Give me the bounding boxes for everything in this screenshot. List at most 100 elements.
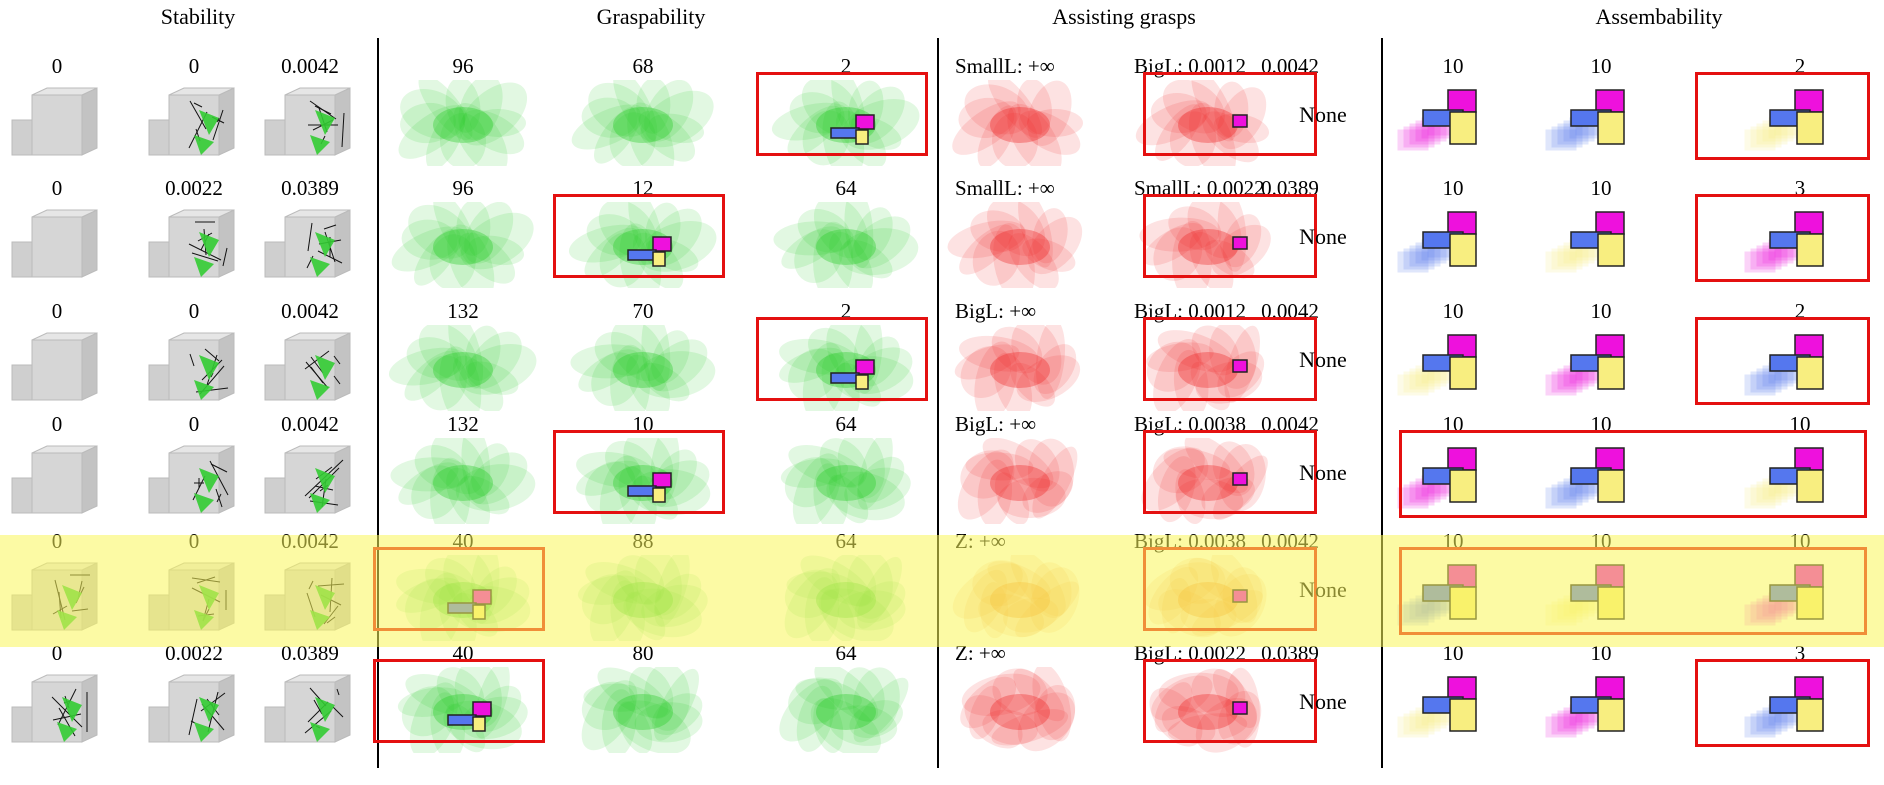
graspability-thumbnail [388, 325, 538, 411]
stability-thumbnail [2, 325, 112, 411]
assembability-value: 10 [1442, 299, 1464, 323]
highlight-box [1695, 317, 1870, 405]
assisting-grasp-thumbnail [1133, 438, 1283, 524]
graspability-thumbnail [568, 667, 718, 753]
graspability-thumbnail [568, 202, 718, 288]
section-title-assisting-grasps: Assisting grasps [1052, 4, 1196, 29]
assembability-value: 10 [1590, 641, 1612, 665]
assembability-value: 10 [1442, 641, 1464, 665]
graspability-value: 2 [840, 54, 852, 78]
figure-row: 0 0 0.0042 96 68 2 SmallL: +∞ BigL: 0.0012 0.004… [0, 50, 1884, 168]
stability-value: 0 [51, 176, 63, 200]
highlight-box [1143, 317, 1317, 401]
stability-thumbnail [139, 202, 249, 288]
highlight-box [756, 72, 928, 156]
assisting-grasp-thumbnail [1133, 325, 1283, 411]
assembability-value: 2 [1794, 299, 1806, 323]
graspability-value: 88 [632, 529, 654, 553]
assisting-result: None [1299, 577, 1347, 602]
graspability-thumbnail [771, 667, 921, 753]
graspability-thumbnail [771, 325, 921, 411]
assembability-value: 10 [1590, 176, 1612, 200]
assembability-value: 10 [1590, 54, 1612, 78]
stability-thumbnail [139, 325, 249, 411]
assembability-thumbnail [1526, 438, 1676, 524]
stability-value: 0.0042 [281, 54, 339, 78]
section-title-assembability: Assembability [1595, 4, 1723, 29]
assisting-grasp-thumbnail [945, 438, 1095, 524]
stability-value: 0.0042 [281, 299, 339, 323]
stability-thumbnail [139, 667, 249, 753]
assisting-grasp-thumbnail [1133, 667, 1283, 753]
highlight-box [1143, 547, 1317, 631]
figure-row: 0 0 0.0042 40 88 64 Z: +∞ BigL: 0.0038 0.0042 Non… [0, 525, 1884, 643]
stability-thumbnail [2, 80, 112, 166]
figure-row: 0 0 0.0042 132 70 2 BigL: +∞ BigL: 0.0012 0.0042… [0, 295, 1884, 413]
graspability-thumbnail [388, 80, 538, 166]
assembability-value: 10 [1590, 299, 1612, 323]
assisting-grasp-label: BigL: +∞ [955, 412, 1037, 436]
stability-value: 0 [51, 299, 63, 323]
graspability-thumbnail [388, 202, 538, 288]
divider [937, 38, 939, 768]
highlight-box [373, 659, 545, 743]
stability-value: 0 [51, 641, 63, 665]
graspability-thumbnail [568, 325, 718, 411]
highlight-box [373, 547, 545, 631]
stability-value: 0.0022 [165, 176, 223, 200]
assisting-result: None [1299, 689, 1347, 714]
assisting-result: None [1299, 460, 1347, 485]
figure-row: 0 0 0.0042 132 10 64 BigL: +∞ BigL: 0.0038 0.004… [0, 408, 1884, 526]
assembability-value: 2 [1794, 54, 1806, 78]
assisting-grasp-thumbnail [945, 80, 1095, 166]
assembability-thumbnail [1378, 325, 1528, 411]
graspability-thumbnail [568, 80, 718, 166]
graspability-value: 64 [835, 641, 857, 665]
stability-value: 0.0042 [281, 529, 339, 553]
stability-thumbnail [255, 438, 365, 524]
assisting-result: None [1299, 347, 1347, 372]
graspability-thumbnail [771, 555, 921, 641]
stability-value: 0 [51, 54, 63, 78]
graspability-value: 64 [835, 176, 857, 200]
stability-value: 0 [188, 529, 200, 553]
highlight-box [1143, 659, 1317, 743]
assisting-grasp-thumbnail [1133, 202, 1283, 288]
stability-thumbnail [2, 667, 112, 753]
highlight-box [1695, 194, 1870, 282]
assembability-thumbnail [1378, 202, 1528, 288]
divider [377, 38, 379, 768]
assembability-value: 3 [1794, 641, 1806, 665]
assembability-thumbnail [1378, 438, 1528, 524]
graspability-value: 2 [840, 299, 852, 323]
highlight-box [1143, 72, 1317, 156]
stability-value: 0 [51, 529, 63, 553]
stability-thumbnail [139, 555, 249, 641]
assembability-thumbnail [1526, 325, 1676, 411]
assembability-value: 10 [1442, 176, 1464, 200]
stability-thumbnail [255, 325, 365, 411]
highlight-box [1143, 430, 1317, 514]
assisting-grasp-label: Z: +∞ [955, 529, 1006, 553]
stability-value: 0.0389 [281, 641, 339, 665]
stability-thumbnail [255, 202, 365, 288]
highlight-box [553, 194, 725, 278]
highlight-box [553, 430, 725, 514]
stability-thumbnail [2, 555, 112, 641]
stability-thumbnail [2, 438, 112, 524]
highlight-box [1695, 72, 1870, 160]
assisting-result: None [1299, 224, 1347, 249]
stability-value: 0 [188, 299, 200, 323]
assembability-thumbnail [1526, 202, 1676, 288]
highlight-box [1695, 659, 1870, 747]
assisting-result: None [1299, 102, 1347, 127]
highlight-box [756, 317, 928, 401]
section-title-stability: Stability [160, 4, 236, 29]
graspability-value: 132 [447, 412, 479, 436]
assisting-grasp-label: SmallL: +∞ [955, 176, 1055, 200]
stability-thumbnail [139, 438, 249, 524]
section-title-graspability: Graspability [596, 4, 706, 29]
assembability-thumbnail [1526, 80, 1676, 166]
stability-value: 0.0389 [281, 176, 339, 200]
graspability-thumbnail [388, 438, 538, 524]
